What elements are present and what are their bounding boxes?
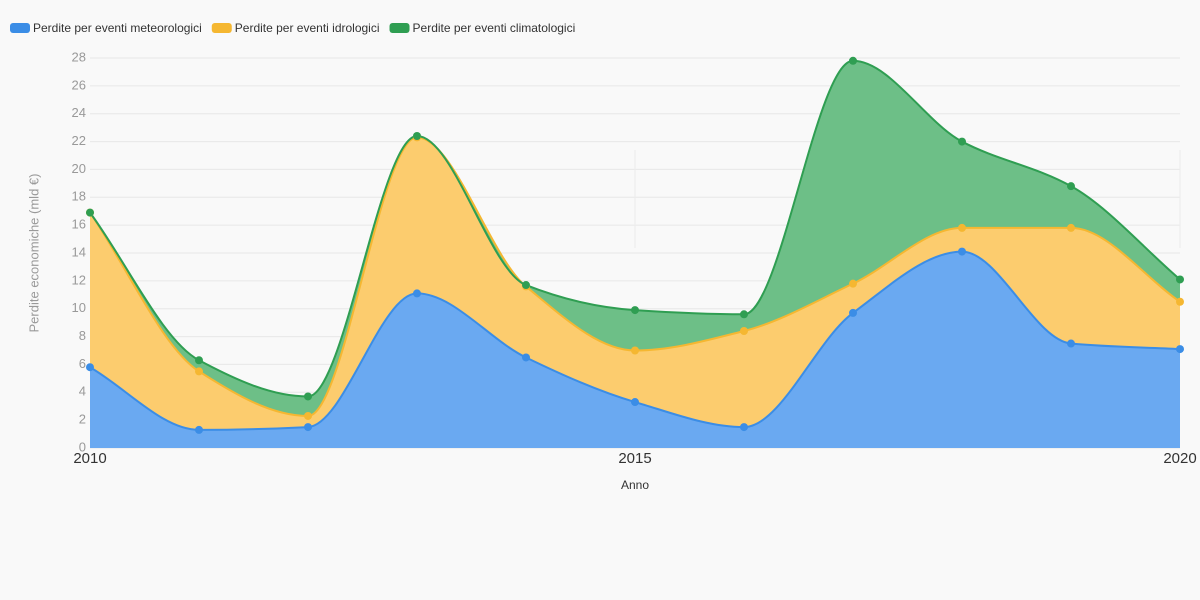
y-tick-label: 12 bbox=[72, 272, 86, 287]
x-tick-label: 2010 bbox=[73, 450, 106, 467]
y-tick-label: 14 bbox=[72, 244, 86, 259]
point bbox=[1176, 275, 1184, 284]
point bbox=[958, 137, 966, 146]
legend-label: Perdite per eventi climatologici bbox=[413, 21, 576, 35]
point bbox=[958, 223, 966, 232]
y-tick-label: 4 bbox=[79, 384, 86, 399]
point bbox=[522, 281, 530, 290]
area bbox=[90, 137, 1180, 430]
y-tick-label: 8 bbox=[79, 328, 86, 343]
y-tick-label: 18 bbox=[72, 189, 86, 204]
point bbox=[195, 425, 203, 434]
point bbox=[195, 367, 203, 376]
point bbox=[86, 363, 94, 372]
y-tick-label: 26 bbox=[72, 77, 86, 92]
y-tick-label: 22 bbox=[72, 133, 86, 148]
point bbox=[413, 132, 421, 140]
y-tick-label: 2 bbox=[79, 412, 86, 427]
point bbox=[413, 289, 421, 298]
point bbox=[304, 392, 312, 401]
y-tick-label: 28 bbox=[72, 49, 86, 64]
point bbox=[631, 346, 639, 355]
point bbox=[849, 56, 857, 65]
point bbox=[849, 308, 857, 317]
point bbox=[740, 310, 748, 319]
point bbox=[86, 208, 94, 217]
y-tick-label: 20 bbox=[72, 161, 86, 176]
areas bbox=[90, 60, 1180, 448]
y-tick-label: 16 bbox=[72, 217, 86, 232]
point bbox=[522, 353, 530, 362]
y-axis-title: Perdite economiche (mld €) bbox=[26, 174, 41, 333]
legend-label: Perdite per eventi meteorologici bbox=[33, 21, 202, 35]
x-tick-label: 2020 bbox=[1163, 450, 1196, 467]
line bbox=[89, 136, 1181, 417]
point bbox=[631, 306, 639, 315]
point bbox=[740, 327, 748, 335]
line bbox=[89, 59, 1181, 398]
legend-swatch bbox=[211, 23, 232, 33]
legend-label: Perdite per eventi idrologici bbox=[235, 21, 380, 35]
point bbox=[631, 398, 639, 407]
point bbox=[304, 411, 312, 420]
point bbox=[1067, 339, 1075, 348]
point bbox=[740, 423, 748, 432]
point bbox=[195, 356, 203, 365]
point bbox=[1067, 182, 1075, 191]
area bbox=[90, 251, 1180, 448]
y-tick-label: 24 bbox=[72, 105, 86, 120]
y-tick-label: 6 bbox=[79, 356, 86, 371]
points bbox=[86, 56, 1184, 434]
point bbox=[849, 279, 857, 288]
x-tick-label: 2015 bbox=[618, 450, 651, 467]
y-tick-label: 10 bbox=[72, 300, 86, 315]
point bbox=[958, 247, 966, 256]
area bbox=[90, 60, 1180, 416]
point bbox=[1176, 345, 1184, 354]
point bbox=[1067, 223, 1075, 232]
legend-swatch bbox=[10, 23, 30, 33]
point bbox=[1176, 297, 1184, 306]
point bbox=[304, 423, 312, 432]
legend-swatch bbox=[389, 23, 410, 33]
x-axis-title: Anno bbox=[621, 478, 649, 492]
y-tick-label: 0 bbox=[79, 439, 86, 454]
